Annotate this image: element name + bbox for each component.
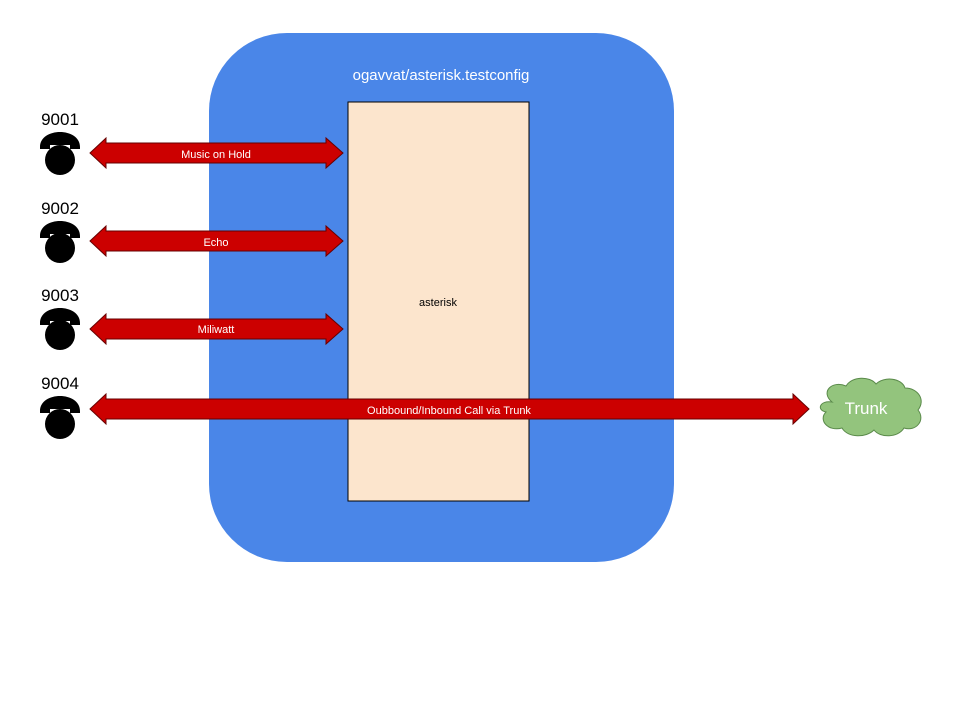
phone-9004: 9004 — [40, 374, 80, 439]
double-arrow — [89, 392, 810, 426]
phone-number: 9004 — [41, 374, 79, 393]
link-label: Echo — [203, 237, 228, 249]
link-label: Miliwatt — [198, 324, 235, 336]
telephone-icon — [40, 132, 80, 175]
double-arrow — [89, 312, 344, 346]
asterisk-server-box — [347, 101, 530, 502]
arrow-miliwatt: Miliwatt — [89, 312, 344, 346]
telephone-icon — [40, 221, 80, 263]
telephone-icon — [40, 308, 80, 350]
double-arrow — [89, 136, 344, 170]
phone-number: 9001 — [41, 110, 79, 129]
phone-number: 9002 — [41, 199, 79, 218]
link-label: Oubbound/Inbound Call via Trunk — [367, 405, 531, 417]
arrow-echo: Echo — [89, 224, 344, 258]
link-label: Music on Hold — [181, 149, 251, 161]
telephone-icon — [40, 396, 80, 439]
phone-9001: 9001 — [40, 110, 80, 175]
arrow-trunk-call: Oubbound/Inbound Call via Trunk — [89, 392, 810, 426]
asterisk-server-label: asterisk — [419, 297, 457, 309]
cloud-icon — [819, 377, 922, 437]
trunk-cloud: Trunk — [819, 377, 922, 437]
phone-number: 9003 — [41, 286, 79, 305]
trunk-label: Trunk — [845, 399, 888, 418]
phone-9003: 9003 — [40, 286, 80, 350]
phone-9002: 9002 — [40, 199, 80, 263]
arrow-music-on-hold: Music on Hold — [89, 136, 344, 170]
container-title: ogavvat/asterisk.testconfig — [353, 67, 530, 84]
double-arrow — [89, 224, 344, 258]
